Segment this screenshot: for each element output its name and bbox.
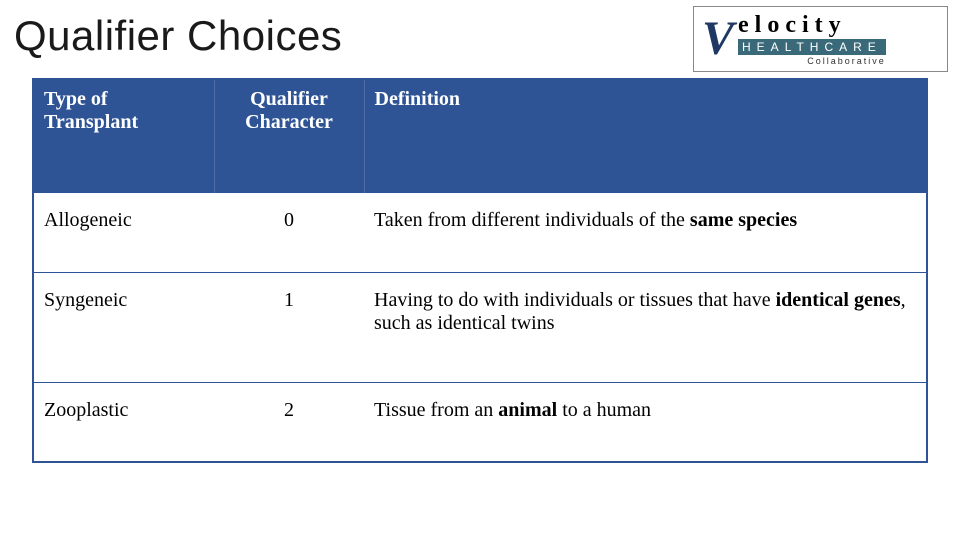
cell-type: Zooplastic: [34, 383, 214, 461]
header-type: Type of Transplant: [34, 80, 214, 193]
def-bold: same species: [690, 209, 797, 231]
cell-qualifier: 0: [214, 193, 364, 273]
cell-qualifier: 2: [214, 383, 364, 461]
brand-logo: V elocity HEALTHCARE Collaborative: [693, 6, 948, 72]
logo-brand-bottom: Collaborative: [738, 57, 886, 66]
def-pre: Tissue from an: [374, 399, 498, 421]
cell-type: Syngeneic: [34, 273, 214, 383]
cell-type: Allogeneic: [34, 193, 214, 273]
def-bold: animal: [498, 399, 557, 421]
table-row: Syngeneic 1 Having to do with individual…: [34, 273, 926, 383]
logo-brand-top: elocity: [738, 13, 886, 37]
logo-text-block: elocity HEALTHCARE Collaborative: [738, 13, 886, 66]
qualifier-table: Type of Transplant Qualifier Character D…: [34, 80, 926, 461]
header-qualifier: Qualifier Character: [214, 80, 364, 193]
def-pre: Taken from different individuals of the: [374, 209, 690, 231]
table-row: Zooplastic 2 Tissue from an animal to a …: [34, 383, 926, 461]
logo-v-letter: V: [702, 15, 734, 63]
header-definition: Definition: [364, 80, 926, 193]
qualifier-table-container: Type of Transplant Qualifier Character D…: [32, 78, 928, 463]
cell-definition: Having to do with individuals or tissues…: [364, 273, 926, 383]
def-pre: Having to do with individuals or tissues…: [374, 289, 776, 311]
def-bold: identical genes: [776, 289, 901, 311]
cell-qualifier: 1: [214, 273, 364, 383]
cell-definition: Taken from different individuals of the …: [364, 193, 926, 273]
def-post: to a human: [557, 399, 651, 421]
table-header-row: Type of Transplant Qualifier Character D…: [34, 80, 926, 193]
cell-definition: Tissue from an animal to a human: [364, 383, 926, 461]
logo-brand-mid: HEALTHCARE: [738, 39, 886, 55]
table-row: Allogeneic 0 Taken from different indivi…: [34, 193, 926, 273]
